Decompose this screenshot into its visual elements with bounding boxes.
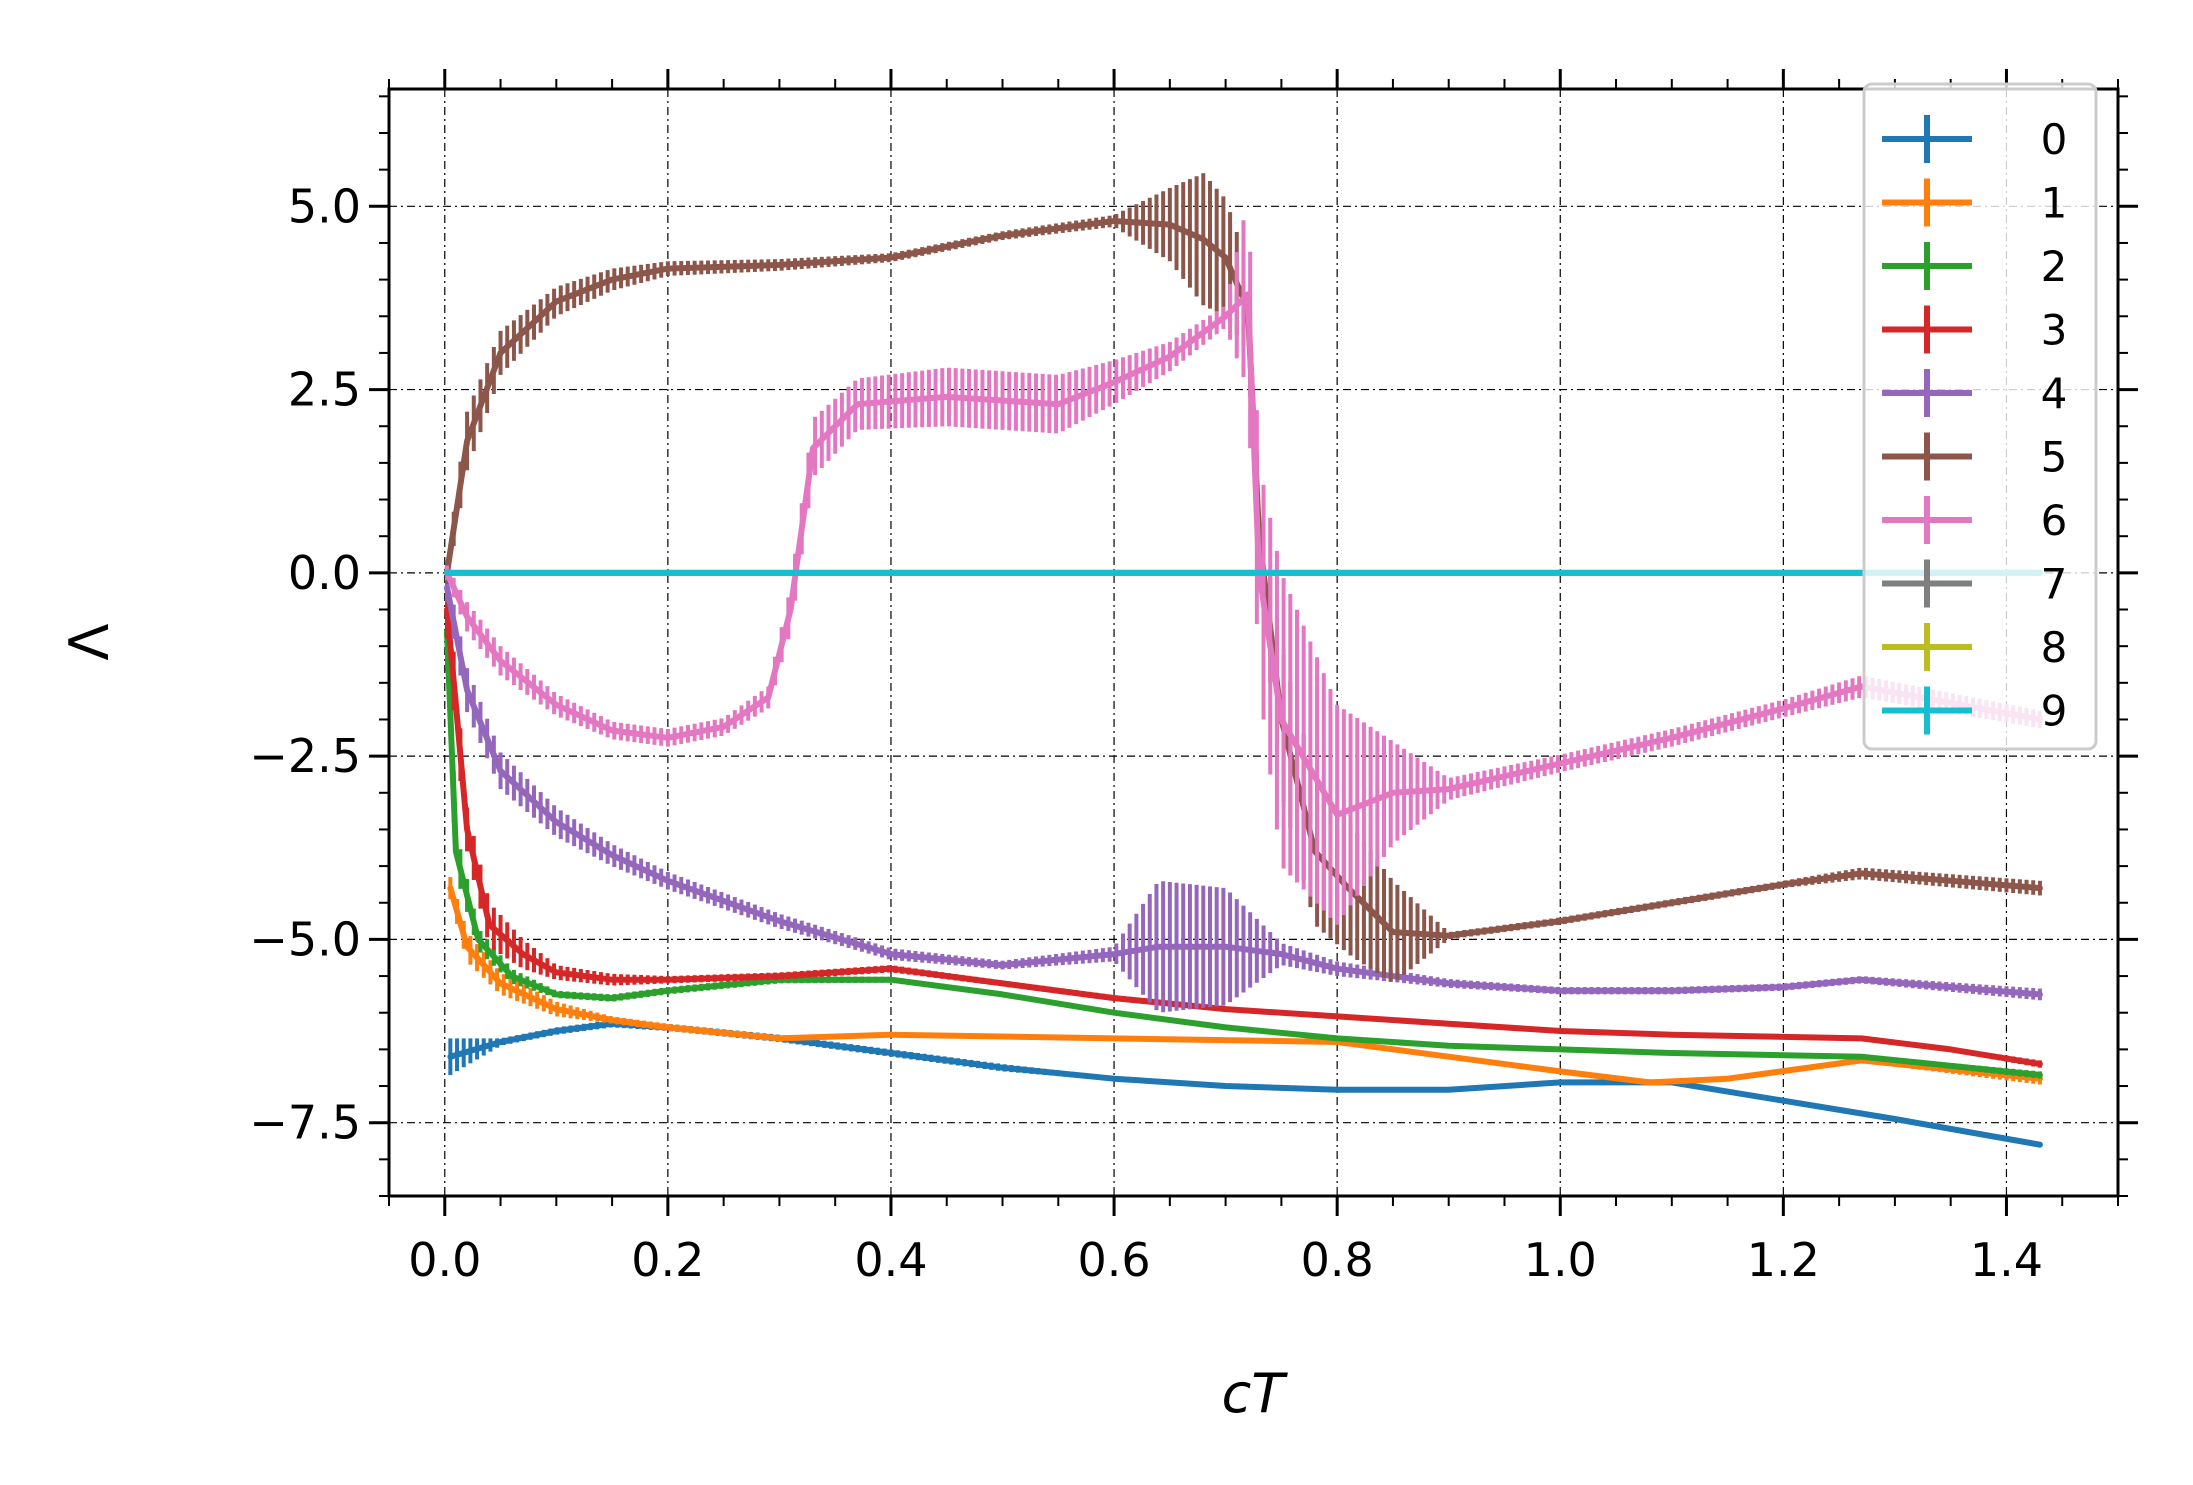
legend-item-2[interactable]: 2 <box>1882 242 2067 291</box>
x-tick-label: 0.2 <box>631 1233 704 1287</box>
y-tick-label: −2.5 <box>249 729 361 783</box>
series-line <box>444 218 2043 939</box>
legend-label: 7 <box>2041 560 2068 609</box>
series-4 <box>444 572 2043 1013</box>
legend[interactable]: 0 1 2 3 4 5 6 7 8 9 <box>1862 82 2098 751</box>
series-layer <box>444 173 2043 1148</box>
legend-item-6[interactable]: 6 <box>1882 496 2067 545</box>
x-tick-labels: 0.0 0.2 0.4 0.6 0.8 1.0 1.2 1.4 <box>408 1233 2043 1287</box>
legend-label: 2 <box>2041 242 2068 291</box>
legend-label: 0 <box>2041 115 2068 164</box>
legend-item-7[interactable]: 7 <box>1882 559 2068 609</box>
legend-label: 6 <box>2041 496 2068 545</box>
axis-ticks <box>369 69 2138 1216</box>
legend-item-1[interactable]: 1 <box>1882 178 2068 228</box>
y-tick-label: 2.5 <box>288 363 361 417</box>
legend-item-9[interactable]: 9 <box>1882 686 2068 736</box>
y-tick-label: −7.5 <box>249 1096 361 1150</box>
legend-item-8[interactable]: 8 <box>1882 623 2067 672</box>
x-tick-label: 1.4 <box>1970 1233 2043 1287</box>
legend-label: 5 <box>2041 433 2068 482</box>
legend-label: 4 <box>2041 369 2068 418</box>
legend-item-4[interactable]: 4 <box>1882 369 2067 418</box>
plot-frame <box>387 87 2120 1198</box>
series-line <box>444 628 2043 1078</box>
legend-item-0[interactable]: 0 <box>1882 115 2067 164</box>
series-9 <box>444 569 2043 576</box>
y-axis-label: Λ <box>58 623 121 660</box>
legend-label: 8 <box>2041 623 2068 672</box>
y-tick-label: 0.0 <box>288 546 361 600</box>
legend-label: 3 <box>2041 306 2068 355</box>
legend-label: 9 <box>2041 687 2068 736</box>
series-line <box>447 1020 2043 1148</box>
x-tick-label: 0.0 <box>408 1233 481 1287</box>
series-6 <box>444 220 2043 925</box>
x-tick-label: 1.2 <box>1747 1233 1820 1287</box>
x-tick-label: 0.8 <box>1301 1233 1374 1287</box>
legend-item-5[interactable]: 5 <box>1882 432 2068 482</box>
series-1 <box>447 877 2043 1086</box>
y-tick-labels: 5.0 2.5 0.0 −2.5 −5.0 −7.5 <box>249 179 361 1149</box>
legend-label: 1 <box>2041 179 2068 228</box>
series-0 <box>447 1020 2043 1148</box>
x-axis-label: cT <box>1222 1362 1289 1425</box>
series-line <box>447 885 2043 1086</box>
x-tick-label: 0.6 <box>1077 1233 1150 1287</box>
series-line <box>444 606 2043 1067</box>
x-tick-label: 0.4 <box>854 1233 927 1287</box>
series-line <box>444 291 2043 818</box>
x-tick-label: 1.0 <box>1524 1233 1597 1287</box>
series-line <box>444 584 2043 998</box>
legend-item-3[interactable]: 3 <box>1882 305 2068 355</box>
y-tick-label: −5.0 <box>249 912 361 966</box>
y-tick-label: 5.0 <box>288 179 361 233</box>
